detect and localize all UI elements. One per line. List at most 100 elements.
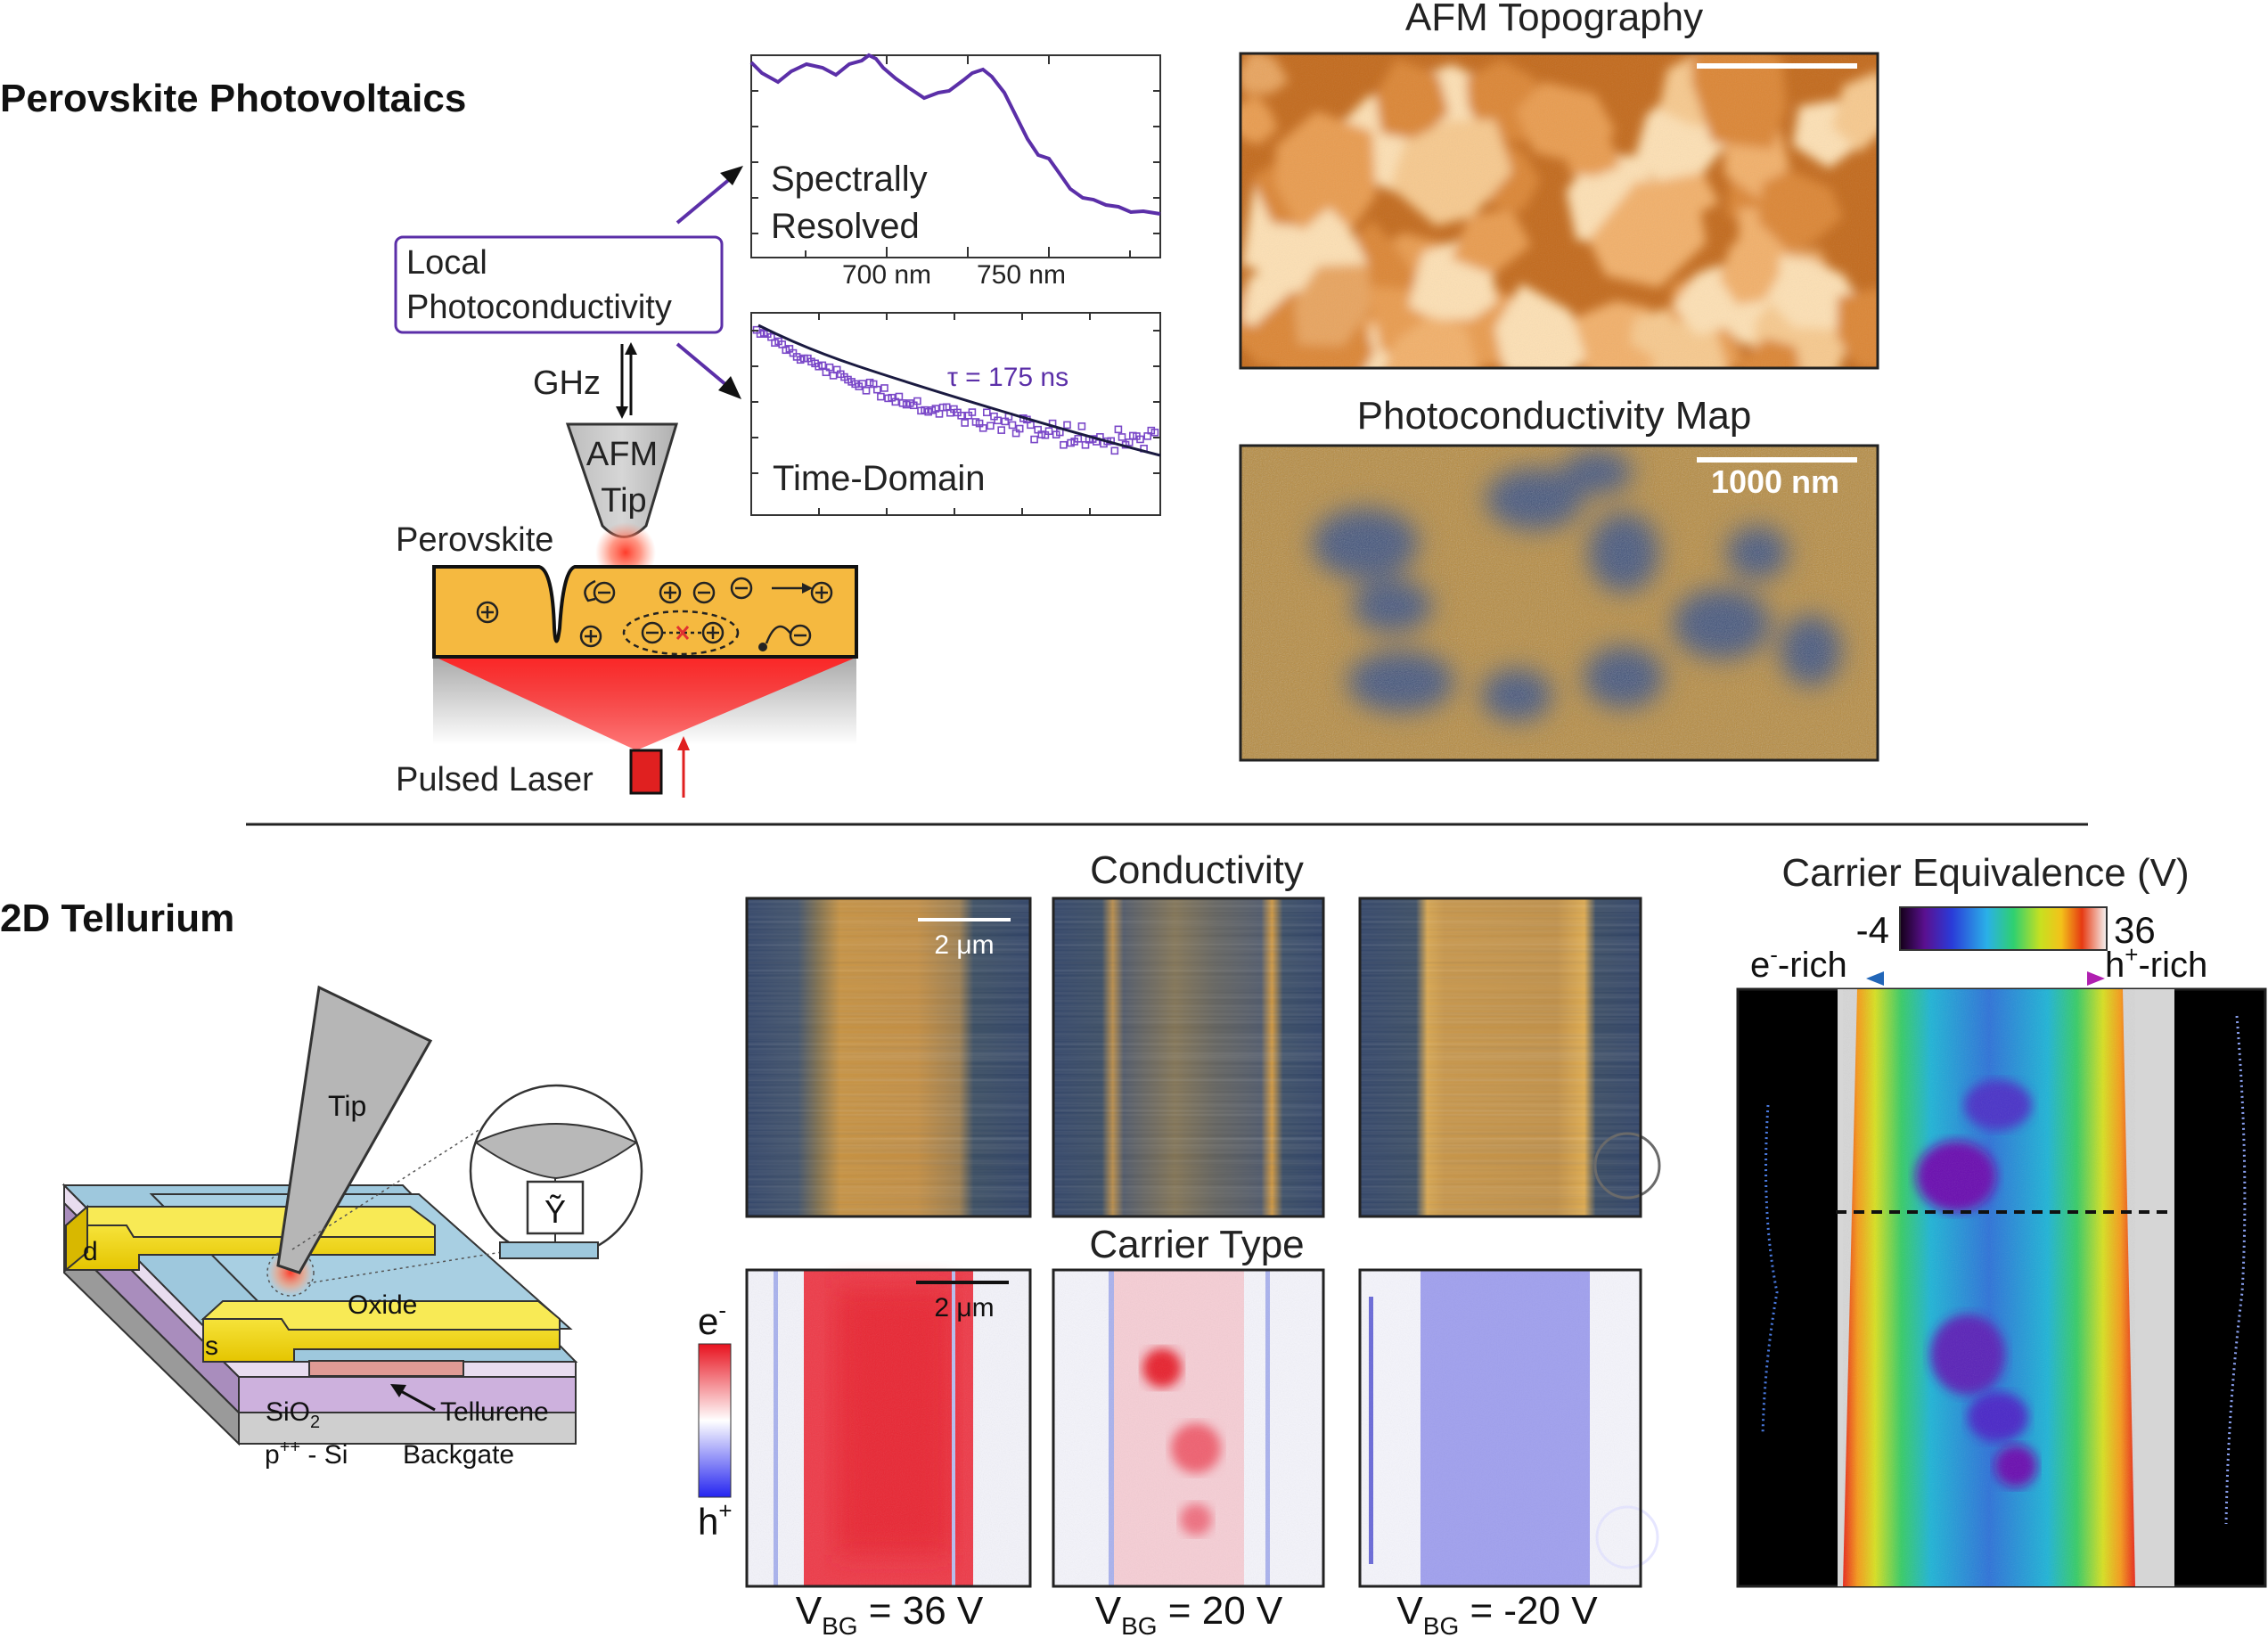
- decay-marker: [961, 419, 969, 427]
- afm-tip-label-1: AFM: [586, 436, 658, 473]
- spectral-panel: Spectrally Resolved: [749, 53, 1161, 258]
- decay-marker: [877, 392, 885, 401]
- vbg-label-minus20: VBG = -20 V: [1396, 1589, 1598, 1638]
- decay-marker: [1060, 440, 1068, 449]
- hole-symbol: [579, 625, 602, 648]
- ghz-arrows: [620, 344, 633, 415]
- conductivity-title: Conductivity: [1090, 848, 1304, 892]
- carrier-scale-label: 2 μm: [934, 1293, 994, 1323]
- vbg-labels: VBG = 36 V VBG = 20 V VBG = -20 V: [796, 1589, 1598, 1638]
- drain-label: d: [83, 1237, 98, 1266]
- equivalence-max: 36: [2114, 909, 2156, 951]
- time-domain-label: Time-Domain: [773, 459, 986, 498]
- perovskite-label: Perovskite: [396, 521, 553, 559]
- hole-symbol: [659, 581, 682, 604]
- ghz-label: GHz: [533, 364, 601, 402]
- carrier-type-title: Carrier Type: [1089, 1223, 1304, 1266]
- carrier-symbols: [476, 577, 833, 656]
- photoconductivity-map-title: Photoconductivity Map: [1357, 394, 1752, 438]
- tellurium-section-title: 2D Tellurium: [0, 897, 234, 940]
- decay-marker: [825, 363, 834, 372]
- afm-tip-label-2: Tip: [601, 482, 646, 520]
- decay-marker: [1074, 435, 1083, 443]
- decay-marker: [1015, 424, 1024, 433]
- spectral-tick-750: 750 nm: [977, 260, 1066, 290]
- electron-symbol: [692, 581, 716, 604]
- spectral-curve: [749, 53, 1161, 216]
- decay-markers: [752, 325, 1159, 455]
- exciton-ellipse: [622, 610, 740, 656]
- decay-marker: [873, 385, 881, 394]
- afm-topography-image: [1239, 52, 1879, 370]
- si-label: p++ - Si: [265, 1437, 348, 1470]
- decay-marker: [997, 426, 1006, 434]
- h-rich-label: h+-rich: [2105, 941, 2207, 985]
- electron-symbol: [730, 577, 753, 600]
- device-tip: [276, 985, 433, 1274]
- decay-marker: [968, 408, 977, 416]
- decay-marker: [1063, 421, 1071, 430]
- arrow-to-time-head: [718, 376, 741, 399]
- spectral-label-2: Resolved: [771, 207, 920, 246]
- decay-marker: [880, 384, 888, 392]
- vbg-label-20: VBG = 20 V: [1095, 1589, 1283, 1638]
- arrow-to-spectral-head: [720, 166, 743, 185]
- conductivity-panel-20v: [1052, 897, 1325, 1218]
- cond-scale-label: 2 μm: [934, 930, 994, 960]
- cbar-h-label: h+: [698, 1497, 733, 1543]
- backgate-label: Backgate: [403, 1440, 514, 1470]
- decay-marker: [1110, 446, 1119, 455]
- source-label: s: [205, 1331, 218, 1361]
- arrow-to-time: [675, 342, 728, 387]
- time-domain-panel: τ = 175 ns Time-Domain: [750, 312, 1161, 516]
- arrow-to-spectral: [675, 176, 733, 225]
- decay-marker: [957, 411, 965, 420]
- decay-marker: [1008, 421, 1017, 430]
- laser-cone: [437, 658, 856, 750]
- photoconductivity-map-image: 1000 nm: [1239, 444, 1879, 762]
- vbg-label-36: VBG = 36 V: [796, 1589, 984, 1638]
- carrier-type-panel-36v: 2 μm: [745, 1268, 1032, 1588]
- decay-marker: [1136, 435, 1144, 444]
- equivalence-colorbar: [1899, 906, 2108, 951]
- decay-marker: [982, 408, 991, 417]
- device-schematic: d s Tip Oxide Tellurene SiO2 p++ - Si Ba…: [61, 985, 643, 1470]
- pulsed-laser-label: Pulsed Laser: [396, 761, 594, 799]
- decay-marker: [978, 424, 987, 432]
- decay-marker: [862, 386, 871, 395]
- decay-marker: [1077, 422, 1086, 430]
- conductivity-panel-minus20v: [1358, 897, 1661, 1218]
- admittance-label: Ỹ: [544, 1193, 566, 1230]
- spectral-label-1: Spectrally: [771, 160, 928, 199]
- decay-marker: [818, 361, 827, 370]
- local-photoconductivity-line1: Local: [406, 244, 487, 282]
- decay-marker: [994, 416, 1002, 425]
- spectral-tick-700: 700 nm: [842, 260, 931, 290]
- decay-marker: [1150, 428, 1159, 437]
- equivalence-min: -4: [1856, 909, 1889, 951]
- decay-marker: [1114, 425, 1123, 434]
- decay-fit: [757, 324, 1161, 457]
- cbar-e-label: e-: [698, 1297, 726, 1342]
- carrier-equivalence-map: [1736, 987, 2267, 1588]
- afm-topography-title: AFM Topography: [1405, 0, 1703, 39]
- sio2-label: SiO2: [266, 1397, 320, 1432]
- decay-marker: [987, 422, 995, 430]
- pc-scale-label: 1000 nm: [1711, 463, 1839, 500]
- tellurene-label: Tellurene: [440, 1397, 549, 1427]
- electron-symbol: [789, 624, 812, 647]
- hole-symbol: [810, 581, 833, 604]
- oxide-label: Oxide: [348, 1290, 417, 1320]
- electron-symbol: [593, 581, 616, 604]
- decay-marker: [913, 397, 921, 405]
- carrier-type-panel-minus20v: [1358, 1268, 1659, 1588]
- local-photoconductivity-box: [394, 235, 724, 334]
- laser-source: [629, 749, 663, 795]
- carrier-type-panel-20v: [1052, 1268, 1325, 1588]
- local-photoconductivity-line2: Photoconductivity: [406, 289, 672, 326]
- e-rich-label: e--rich: [1750, 941, 1847, 985]
- carrier-equivalence-title: Carrier Equivalence (V): [1781, 851, 2189, 895]
- device-tip-label: Tip: [328, 1090, 366, 1122]
- decay-marker: [1044, 427, 1053, 436]
